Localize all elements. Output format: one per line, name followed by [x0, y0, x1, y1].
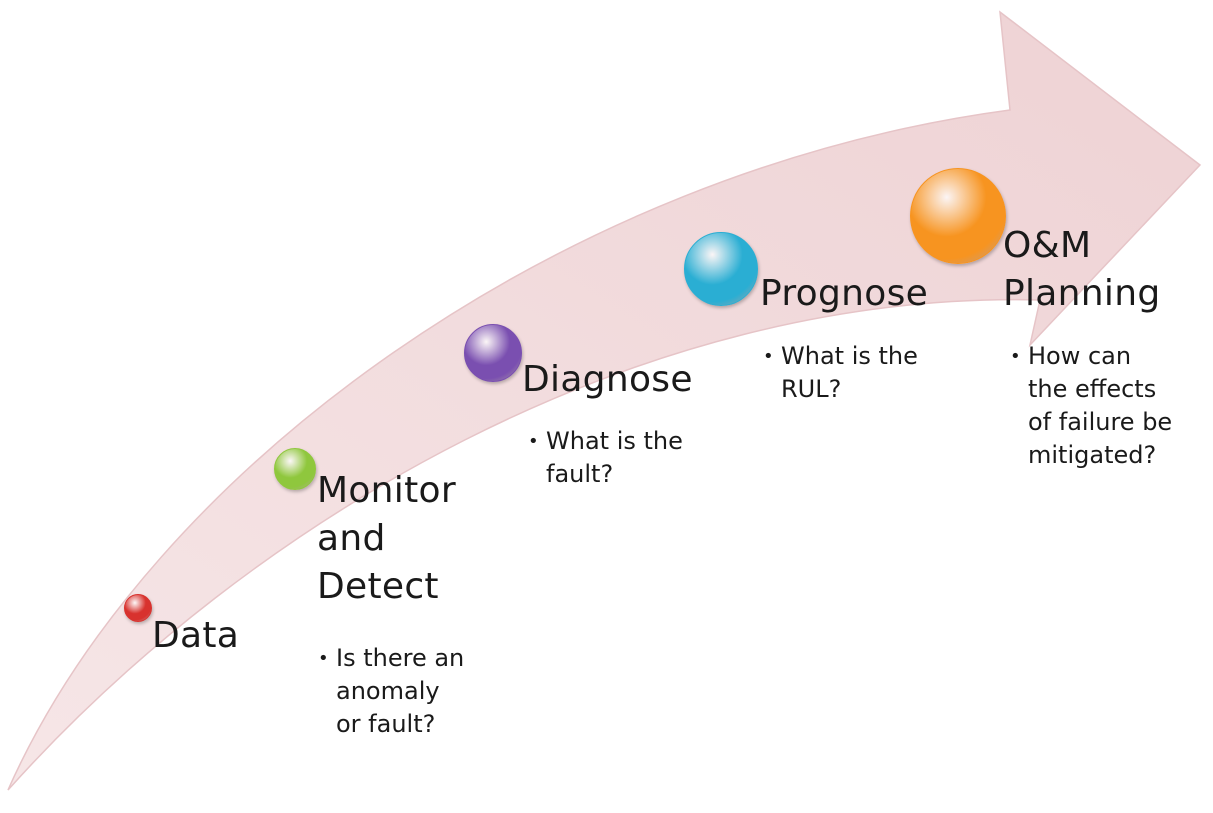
stage-title-prognose: Prognose	[760, 273, 929, 314]
stage-bullet-diagnose: • What is the fault?	[528, 425, 683, 491]
stage-bullet-monitor: • Is there an anomaly or fault?	[318, 642, 464, 741]
stage-bullet-om-planning: • How can the effects of failure be miti…	[1010, 340, 1172, 472]
bullet-marker: •	[1010, 346, 1021, 367]
arrow-body	[7, 10, 1202, 791]
bullet-marker: •	[318, 648, 329, 669]
stage-title-om-planning: O&M Planning	[1003, 225, 1161, 314]
bullet-marker: •	[528, 431, 539, 452]
stage-dot-prognose	[684, 232, 758, 306]
stage-title-monitor: Monitor and Detect	[317, 470, 456, 607]
stage-title-data: Data	[152, 615, 240, 656]
stage-dot-monitor	[274, 448, 316, 490]
stage-dot-data	[124, 594, 152, 622]
bullet-marker: •	[763, 346, 774, 367]
stage-dot-diagnose	[464, 324, 522, 382]
stage-bullet-prognose: • What is the RUL?	[763, 340, 918, 406]
stage-dot-om-planning	[910, 168, 1006, 264]
stage-title-diagnose: Diagnose	[522, 359, 693, 400]
